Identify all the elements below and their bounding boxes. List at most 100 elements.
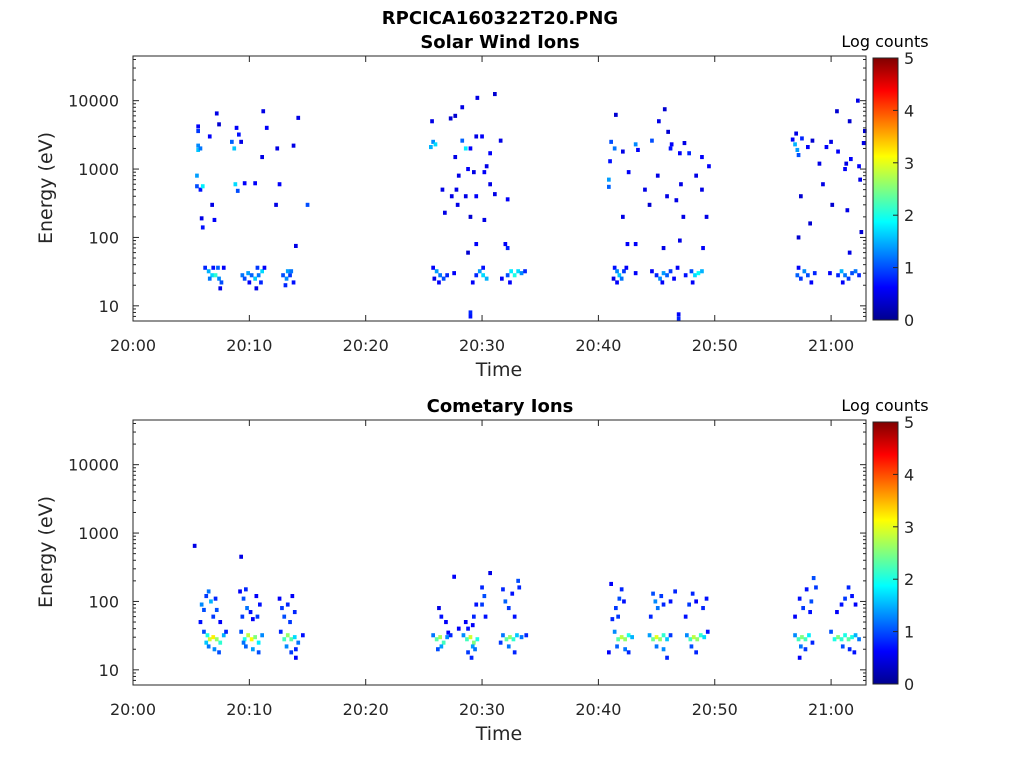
x-tick-label: 20:50: [692, 700, 738, 719]
heatmap-cell: [857, 164, 861, 169]
heatmap-cell: [196, 147, 200, 152]
heatmap-cell: [483, 614, 488, 619]
heatmap-cell: [251, 617, 255, 622]
heatmap-cell: [255, 265, 260, 270]
heatmap-cell: [614, 112, 618, 117]
heatmap-cell: [209, 599, 213, 604]
heatmap-cell: [473, 647, 477, 652]
heatmap-cell: [701, 246, 705, 251]
heatmap-cell: [806, 273, 810, 278]
heatmap-cell: [615, 280, 619, 285]
heatmap-cell: [217, 650, 221, 655]
heatmap-cell: [839, 269, 844, 274]
heatmap-cell: [474, 602, 479, 607]
heatmap-cell: [609, 139, 613, 144]
heatmap-cell: [800, 635, 804, 640]
heatmap-cell: [240, 273, 245, 278]
panel-solar-wind: Solar Wind Ions 20:00 20:10 20:20 20:30 20:4…: [35, 32, 929, 381]
heatmap-cell: [504, 637, 509, 642]
heatmap-cell: [619, 635, 624, 640]
colorbar-tick-label: 0: [904, 675, 914, 694]
heatmap-cell: [665, 637, 669, 642]
colorbar-ticks-solar-wind: 0 1 2 3 4 5: [893, 49, 914, 330]
heatmap-cell: [434, 637, 439, 642]
x-ticks-cometary: 20:00 20:10 20:20 20:30 20:40 20:50 21:00: [110, 420, 854, 719]
colorbar-tick-label: 4: [904, 101, 914, 120]
x-tick-label: 21:00: [808, 336, 854, 355]
heatmap-cell: [493, 192, 497, 197]
heatmap-cell: [246, 271, 250, 276]
heatmap-cell: [843, 167, 847, 172]
heatmap-cell: [852, 650, 857, 655]
heatmap-cell: [278, 629, 283, 634]
heatmap-cell: [647, 633, 652, 638]
heatmap-cell: [694, 599, 698, 604]
heatmap-cell: [523, 269, 527, 274]
colorbar-tick-label: 1: [904, 623, 914, 642]
heatmap-cell: [204, 640, 209, 645]
heatmap-cell: [705, 629, 710, 634]
heatmap-cell: [224, 629, 228, 634]
heatmap-cell: [811, 576, 816, 581]
heatmap-cell: [463, 146, 468, 151]
heatmap-cell: [463, 194, 468, 199]
heatmap-cell: [808, 221, 812, 226]
colorbar-cometary: [872, 421, 899, 685]
heatmap-cell: [617, 273, 622, 278]
heatmap-cell: [809, 599, 814, 604]
heatmap-cell: [443, 210, 447, 215]
heatmap-cell: [608, 159, 612, 164]
heatmap-cell: [248, 610, 253, 615]
heatmap-cell: [607, 184, 611, 189]
heatmap-cell: [431, 139, 435, 144]
x-ticks-solar-wind: 20:00 20:10 20:20 20:30 20:40 20:50 21:00: [110, 56, 854, 355]
heatmap-cell: [475, 637, 480, 642]
heatmap-cell: [828, 271, 832, 276]
x-tick-label: 20:30: [459, 336, 505, 355]
heatmap-cell: [468, 146, 473, 151]
heatmap-cell: [676, 312, 681, 317]
heatmap-cell: [694, 650, 698, 655]
heatmap-cell: [687, 151, 691, 156]
heatmap-cell: [470, 644, 475, 649]
plot-area-solar-wind: [133, 56, 866, 321]
heatmap-cell: [616, 614, 620, 619]
heatmap-cell: [835, 109, 839, 114]
heatmap-cell: [857, 273, 861, 278]
heatmap-cell: [430, 119, 434, 124]
heatmap-cell: [633, 142, 638, 147]
heatmap-cell: [199, 216, 204, 221]
heatmap-cell: [689, 269, 694, 274]
y-tick-label: 100: [88, 228, 119, 247]
heatmap-cell: [212, 217, 217, 222]
heatmap-cell: [468, 635, 473, 640]
heatmap-cell: [796, 235, 801, 240]
heatmap-cell: [647, 202, 652, 207]
heatmap-cell: [198, 146, 203, 151]
heatmap-cell: [796, 153, 801, 158]
heatmap-cell: [505, 197, 510, 202]
heatmap-cell: [853, 269, 858, 274]
heatmap-cell: [474, 273, 479, 278]
heatmap-cell: [508, 280, 512, 285]
y-tick-label: 1000: [78, 524, 119, 543]
y-axis-label-cometary: Energy (eV): [35, 496, 57, 608]
colorbar-tick-label: 0: [904, 311, 914, 330]
heatmap-cell: [853, 602, 858, 607]
heatmap-cell: [832, 637, 837, 642]
heatmap-cell: [470, 623, 475, 628]
heatmap-cell: [655, 173, 660, 178]
heatmap-cell: [512, 650, 517, 655]
heatmap-cell: [624, 265, 629, 270]
heatmap-cell: [474, 194, 479, 199]
heatmap-cell: [619, 276, 624, 281]
x-tick-label: 20:20: [343, 700, 389, 719]
heatmap-cell: [836, 273, 840, 278]
heatmap-cell: [668, 146, 673, 151]
heatmap-cell: [288, 620, 292, 625]
heatmap-cell: [661, 647, 666, 652]
heatmap-cell: [615, 269, 619, 274]
heatmap-cell: [211, 635, 216, 640]
heatmap-cell: [283, 283, 288, 288]
heatmap-cell: [256, 273, 261, 278]
